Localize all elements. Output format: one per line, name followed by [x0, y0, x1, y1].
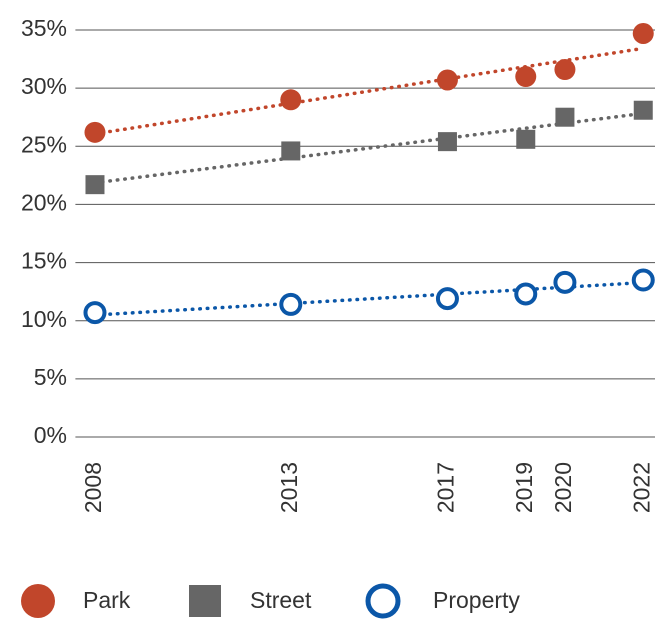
marker-square: [85, 175, 105, 195]
x-tick-label: 2017: [433, 462, 459, 513]
y-tick-label: 30%: [21, 73, 67, 99]
y-tick-label: 20%: [21, 190, 67, 216]
marker-ring: [279, 292, 303, 316]
x-tick-label: 2013: [276, 462, 302, 513]
marker-ring: [83, 301, 107, 325]
marker-square: [189, 585, 221, 617]
marker-circle: [84, 121, 106, 143]
legend-label: Park: [83, 587, 131, 613]
marker-circle: [21, 584, 55, 618]
marker-circle: [280, 89, 302, 111]
y-tick-label: 35%: [21, 15, 67, 41]
marker-ring: [365, 583, 401, 619]
marker-circle: [436, 69, 458, 91]
y-tick-label: 25%: [21, 131, 67, 157]
trend-line: [93, 111, 646, 185]
marker-square: [633, 100, 653, 120]
marker-square: [437, 132, 457, 152]
marker-ring: [435, 287, 459, 311]
marker-ring: [631, 268, 655, 292]
marker-square: [281, 141, 301, 161]
y-tick-label: 0%: [34, 422, 67, 448]
y-tick-label: 5%: [34, 364, 67, 390]
trend-line: [93, 46, 646, 136]
marker-ring: [514, 282, 538, 306]
marker-circle: [515, 66, 537, 88]
x-tick-label: 2022: [628, 462, 654, 513]
marker-ring: [553, 270, 577, 294]
x-tick-label: 2020: [550, 462, 576, 513]
x-tick-label: 2008: [80, 462, 106, 513]
y-tick-label: 15%: [21, 248, 67, 274]
marker-circle: [554, 59, 576, 81]
legend-label: Street: [250, 587, 312, 613]
marker-circle: [632, 22, 654, 44]
marker-square: [516, 129, 536, 149]
y-tick-label: 10%: [21, 306, 67, 332]
marker-square: [555, 107, 575, 127]
legend-label: Property: [433, 587, 520, 613]
x-tick-label: 2019: [511, 462, 537, 513]
trend-line: [93, 280, 646, 317]
